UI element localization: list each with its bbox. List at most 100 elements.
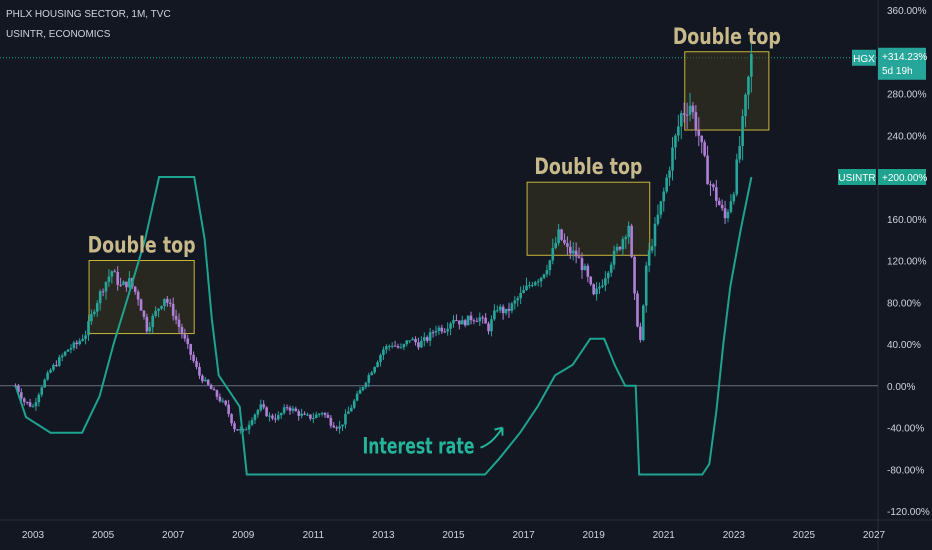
candle-body [493, 310, 496, 320]
candle-body [104, 281, 108, 292]
candle-body [452, 320, 455, 324]
candle-body [335, 427, 338, 429]
candle-body [647, 250, 651, 266]
candle-body [545, 270, 549, 275]
candle-body [630, 225, 633, 257]
y-axis[interactable]: 360.00%320.00%280.00%240.00%200.00%160.0… [887, 6, 930, 518]
y-tick-label: 280.00% [887, 90, 927, 101]
candle-body [139, 299, 143, 311]
reference-lines [0, 57, 878, 387]
candle-body [723, 208, 727, 219]
candle-body [531, 284, 534, 286]
candle-body [571, 250, 575, 254]
candle-body [268, 415, 271, 417]
candle-body [519, 292, 522, 299]
candle-body [367, 375, 371, 383]
double-top-box [526, 181, 651, 256]
candle-body [329, 417, 333, 426]
candle-body [192, 354, 195, 362]
candle-body [653, 223, 657, 247]
usintr-badge-value: +200.00% [882, 173, 927, 184]
candle-body [504, 308, 508, 314]
candle-body [361, 387, 365, 391]
candle-body [55, 364, 58, 366]
candle-body [569, 246, 572, 254]
candle-body [25, 401, 29, 403]
candle-body [352, 400, 356, 408]
overlay-legend[interactable]: USINTR, ECONOMICS [6, 29, 111, 40]
candle-body [609, 264, 613, 273]
candle-body [43, 379, 46, 388]
x-tick-label: 2009 [232, 530, 255, 541]
candle-body [533, 282, 537, 285]
candle-body [621, 239, 625, 250]
candle-body [490, 319, 493, 332]
candle-body [510, 303, 514, 311]
candle-body [314, 414, 318, 419]
symbol-legend[interactable]: PHLX HOUSING SECTOR, 1M, TVC [6, 9, 171, 20]
candle-body [358, 390, 362, 394]
candle-body [387, 345, 391, 347]
candle-body [402, 344, 406, 348]
candle-body [347, 411, 350, 414]
candle-body [285, 407, 289, 409]
candle-body [747, 76, 750, 95]
candle-body [554, 243, 558, 248]
candle-body [239, 429, 242, 431]
candle-body [396, 346, 400, 348]
x-tick-label: 2019 [583, 530, 606, 541]
candle-body [551, 247, 555, 261]
candle-body [265, 407, 268, 417]
double-top-label: Double top [534, 155, 642, 180]
annotation-labels: Double top Double top Double top Interest r… [88, 25, 781, 460]
candle-body [528, 285, 531, 287]
candle-body [428, 332, 432, 341]
x-tick-label: 2017 [512, 530, 535, 541]
candle-body [300, 413, 303, 416]
x-axis[interactable]: 2003 2005 2007 2009 2011 2013 2015 2017 2019 2021… [22, 530, 886, 541]
candle-body [481, 317, 485, 319]
candle-body [98, 291, 102, 304]
candle-body [659, 201, 663, 215]
candle-body [60, 355, 64, 358]
candle-body [81, 338, 84, 341]
candle-body [145, 316, 149, 332]
candle-body [592, 284, 595, 295]
candle-body [157, 308, 160, 311]
candle-body [163, 298, 166, 307]
candle-body [317, 413, 321, 415]
candle-body [443, 331, 447, 333]
candle-body [644, 265, 648, 306]
candle-body [142, 310, 146, 317]
candle-body [364, 382, 368, 388]
candle-body [201, 375, 204, 382]
candle-body [136, 291, 140, 300]
candle-body [338, 426, 341, 429]
candle-body [125, 281, 128, 288]
candle-body [379, 355, 382, 363]
candle-body [212, 389, 216, 391]
usintr-badge-label: USINTR [838, 173, 875, 184]
candle-body [513, 300, 517, 304]
candle-body [17, 385, 20, 393]
candle-body [458, 320, 461, 325]
candle-body [151, 315, 155, 328]
candle-body [110, 271, 114, 277]
candle-body [408, 340, 411, 342]
candle-body [276, 415, 280, 420]
y-tick-label: 80.00% [887, 298, 921, 309]
candle-body [279, 413, 283, 416]
candle-body [709, 184, 712, 186]
double-top-label: Double top [673, 25, 781, 50]
candle-body [484, 317, 487, 324]
candle-body [189, 344, 192, 355]
candle-body [712, 184, 715, 188]
candle-body [475, 321, 479, 323]
candle-body [37, 394, 41, 403]
double-top-box [88, 260, 195, 335]
candle-body [411, 338, 414, 341]
candle-body [259, 404, 263, 411]
candle-body [72, 342, 76, 349]
candle-body [34, 402, 38, 407]
